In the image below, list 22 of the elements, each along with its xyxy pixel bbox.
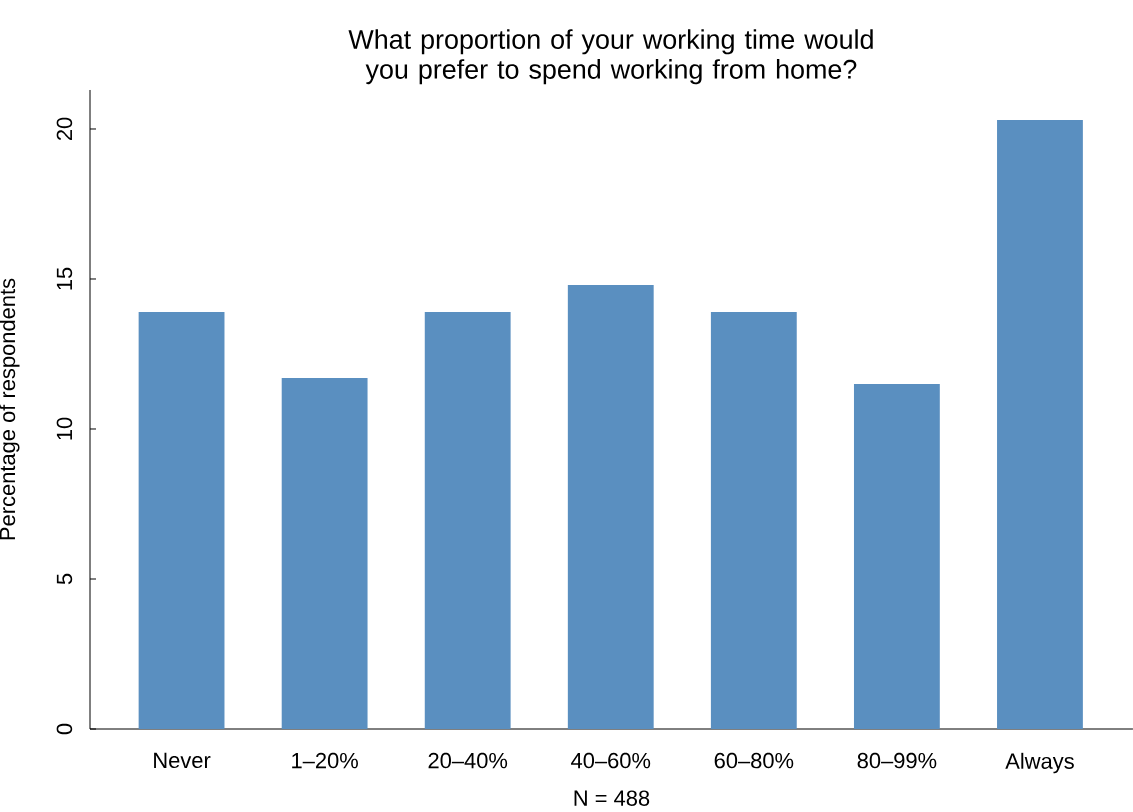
bar — [138, 312, 225, 729]
bar — [853, 384, 940, 729]
x-tick-label: Never — [154, 752, 211, 769]
bar — [424, 312, 511, 729]
x-tick-label: 40–60% — [571, 752, 651, 769]
bar — [997, 119, 1083, 729]
bar — [281, 378, 368, 729]
x-tick-label: 60–80% — [714, 752, 794, 769]
x-tick-label: 80–99% — [857, 752, 937, 769]
chart-title: What proportion of your working time would you prefer to spend working from home? — [348, 29, 873, 85]
bar — [567, 285, 654, 729]
y-tick-label: 5 — [56, 573, 73, 585]
y-tick-label: 0 — [56, 723, 73, 735]
x-tick-label: 20–40% — [428, 752, 508, 769]
y-axis-title: Percentage of respondents — [0, 278, 20, 540]
x-axis-title: N = 488 — [574, 790, 650, 806]
bar — [710, 312, 797, 729]
x-tick-label: Always — [1005, 752, 1074, 774]
x-tick-label: 1–20% — [292, 752, 358, 769]
y-tick-label: 15 — [56, 267, 73, 290]
y-tick-label: 20 — [56, 117, 73, 141]
y-tick-label: 10 — [56, 417, 73, 440]
